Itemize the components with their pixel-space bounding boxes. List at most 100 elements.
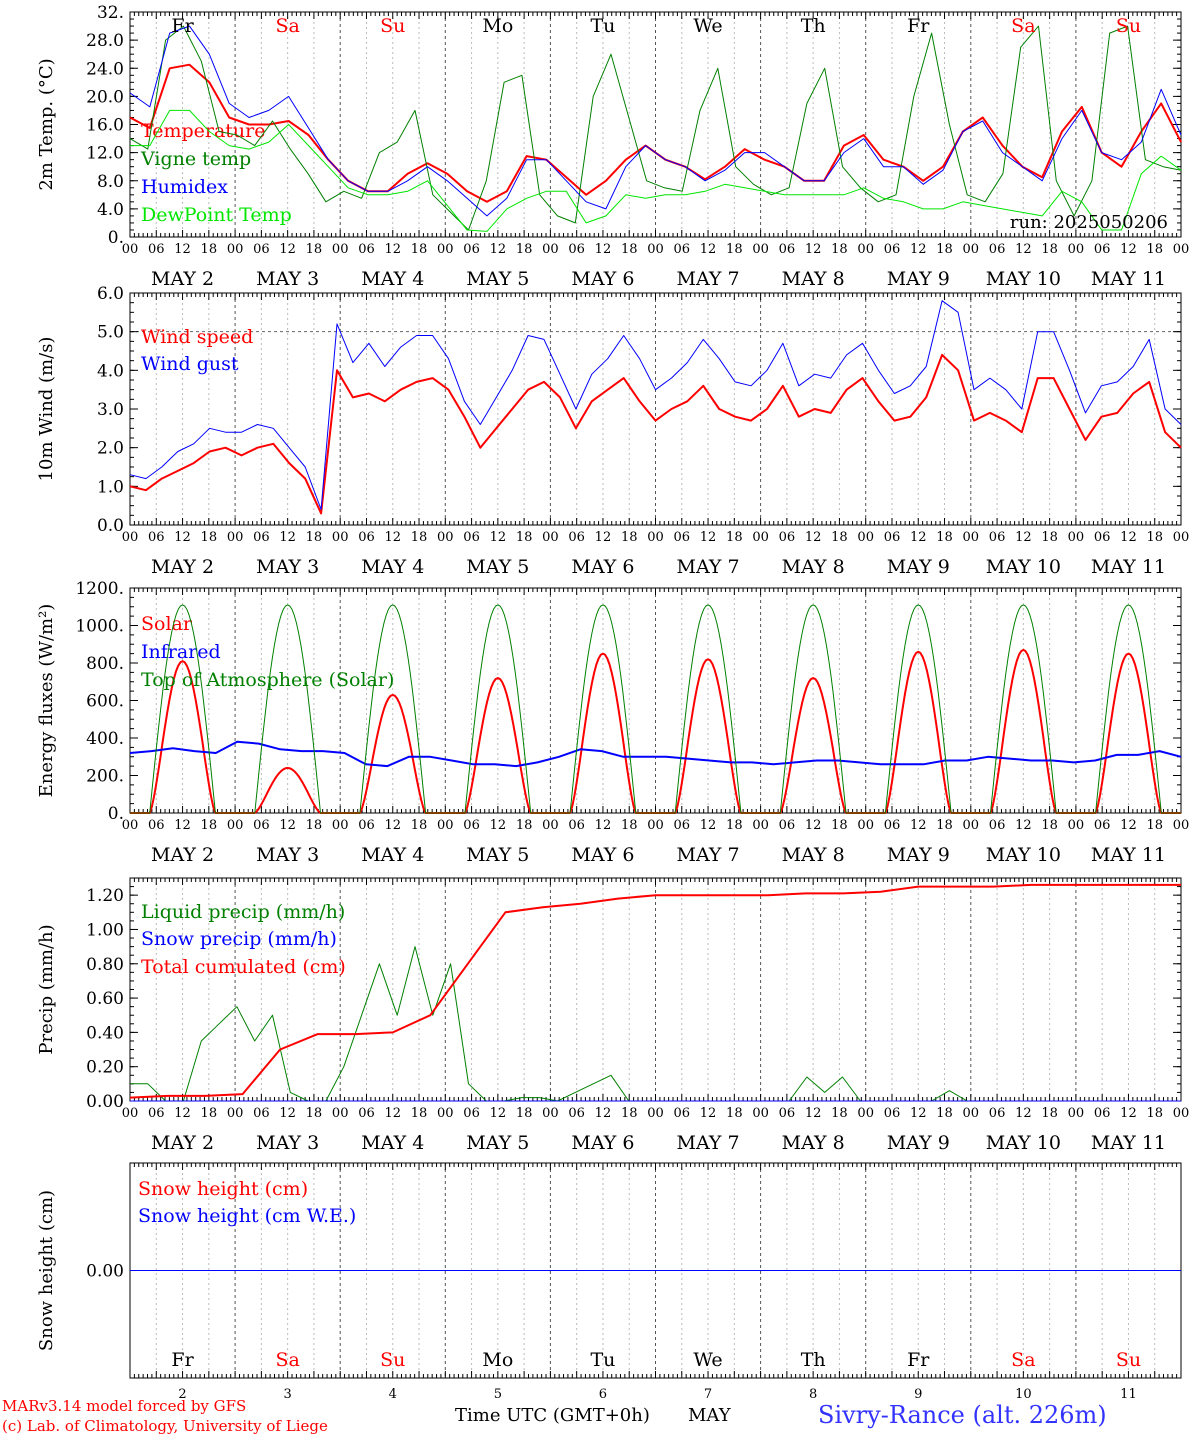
date-label: MAY 7 [677, 844, 740, 866]
day-name: Sa [1011, 1349, 1035, 1371]
day-number: 4 [389, 1387, 397, 1402]
panel-flux: 0. 200. 400. 600. 800. 1000. 1200. Energy fluxe… [36, 579, 1189, 866]
hour-label: 00 [752, 530, 769, 545]
legend-entry: Solar [141, 613, 193, 635]
date-label: MAY 6 [571, 1132, 634, 1154]
station-name: Sivry-Rance (alt. 226m) [818, 1401, 1107, 1429]
day-name: Th [801, 1349, 826, 1371]
hour-label: 06 [779, 242, 796, 257]
y-tick-label: 6.0 [97, 284, 124, 304]
date-label: MAY 8 [782, 1132, 845, 1154]
run-label: run: 2025050206 [1010, 212, 1168, 233]
legend-entry: Snow height (cm W.E.) [138, 1205, 356, 1227]
y-tick-label: 1000. [75, 617, 124, 637]
day-name: Sa [275, 1349, 299, 1371]
hour-label: 12 [910, 242, 927, 257]
legend-entry: Liquid precip (mm/h) [141, 901, 345, 923]
hour-label: 06 [884, 818, 901, 833]
hour-label: 00 [437, 530, 454, 545]
hour-label: 12 [805, 530, 822, 545]
hour-label: 12 [279, 1106, 296, 1121]
hour-label: 12 [1015, 242, 1032, 257]
hour-label: 06 [568, 818, 585, 833]
hour-label: 06 [568, 530, 585, 545]
day-number: 8 [809, 1387, 817, 1402]
hour-label: 06 [779, 818, 796, 833]
hour-label: 00 [857, 1106, 874, 1121]
date-label: MAY 6 [571, 268, 634, 290]
hour-label: 12 [910, 530, 927, 545]
hour-label: 18 [936, 1106, 953, 1121]
y-tick-label: 0.80 [86, 955, 124, 975]
date-label: MAY 3 [256, 1132, 319, 1154]
y-tick-label: 28.0 [86, 31, 124, 51]
y-tick-label: 1.00 [86, 920, 124, 940]
hour-label: 00 [647, 242, 664, 257]
hour-label: 18 [1146, 530, 1163, 545]
legend-entry: Top of Atmosphere (Solar) [141, 669, 394, 691]
hour-label: 18 [621, 242, 638, 257]
series-line-total-cumulated-cm- [129, 883, 1181, 1099]
hour-label: 06 [1094, 530, 1111, 545]
hour-label: 06 [989, 242, 1006, 257]
hour-label: 18 [516, 1106, 533, 1121]
legend-entry: Infrared [141, 641, 221, 663]
hour-label: 18 [936, 818, 953, 833]
y-tick-label: 4.0 [97, 361, 124, 381]
day-number: 2 [178, 1387, 186, 1402]
hour-label: 00 [542, 818, 559, 833]
hour-label: 00 [437, 242, 454, 257]
hour-label: 06 [148, 242, 165, 257]
day-name: Mo [482, 1349, 513, 1371]
hour-label: 00 [647, 530, 664, 545]
day-name: We [693, 15, 722, 37]
hour-label: 18 [831, 242, 848, 257]
series-line-wind-gust [129, 300, 1182, 510]
hour-label: 12 [1120, 1106, 1137, 1121]
day-name: Fr [171, 15, 194, 37]
hour-label: 00 [122, 242, 139, 257]
model-credit: MARv3.14 model forced by GFS [2, 1397, 247, 1415]
hour-label: 12 [490, 1106, 507, 1121]
hour-label: 06 [358, 1106, 375, 1121]
day-name: Su [1116, 1349, 1141, 1371]
hour-label: 06 [884, 1106, 901, 1121]
y-axis-label: Energy fluxes (W/m²) [36, 604, 57, 798]
hour-label: 00 [1173, 530, 1190, 545]
y-tick-label: 800. [86, 654, 124, 674]
day-name: Su [1116, 15, 1141, 37]
hour-label: 00 [332, 242, 349, 257]
y-tick-label: 0. [108, 804, 124, 824]
hour-label: 12 [700, 242, 717, 257]
hour-label: 00 [647, 1106, 664, 1121]
legend-entry: Wind gust [141, 353, 239, 375]
hour-label: 06 [253, 242, 270, 257]
hour-label: 00 [227, 242, 244, 257]
panel-snow: 0.00 Snow height (cm) Snow height (cm) Snow… [36, 1162, 1182, 1402]
hour-label: 18 [306, 1106, 323, 1121]
y-tick-label: 2.0 [97, 439, 124, 459]
date-label: MAY 6 [571, 556, 634, 578]
hour-label: 06 [989, 818, 1006, 833]
day-name: Mo [482, 15, 513, 37]
hour-label: 18 [831, 530, 848, 545]
y-tick-label: 1200. [75, 579, 124, 599]
hour-label: 12 [1015, 818, 1032, 833]
y-tick-label: 0.40 [86, 1023, 124, 1043]
hour-label: 18 [516, 818, 533, 833]
day-name: Sa [1011, 15, 1035, 37]
hour-label: 18 [726, 530, 743, 545]
hour-label: 12 [384, 530, 401, 545]
hour-label: 18 [306, 530, 323, 545]
hour-label: 00 [332, 530, 349, 545]
hour-label: 18 [306, 818, 323, 833]
hour-label: 18 [1041, 818, 1058, 833]
day-number: 11 [1120, 1387, 1137, 1402]
series-line-dewpoint-temp [130, 109, 1182, 232]
hour-label: 12 [805, 242, 822, 257]
date-label: MAY 4 [361, 268, 424, 290]
hour-label: 12 [595, 1106, 612, 1121]
date-label: MAY 3 [256, 844, 319, 866]
day-name: Su [380, 1349, 405, 1371]
